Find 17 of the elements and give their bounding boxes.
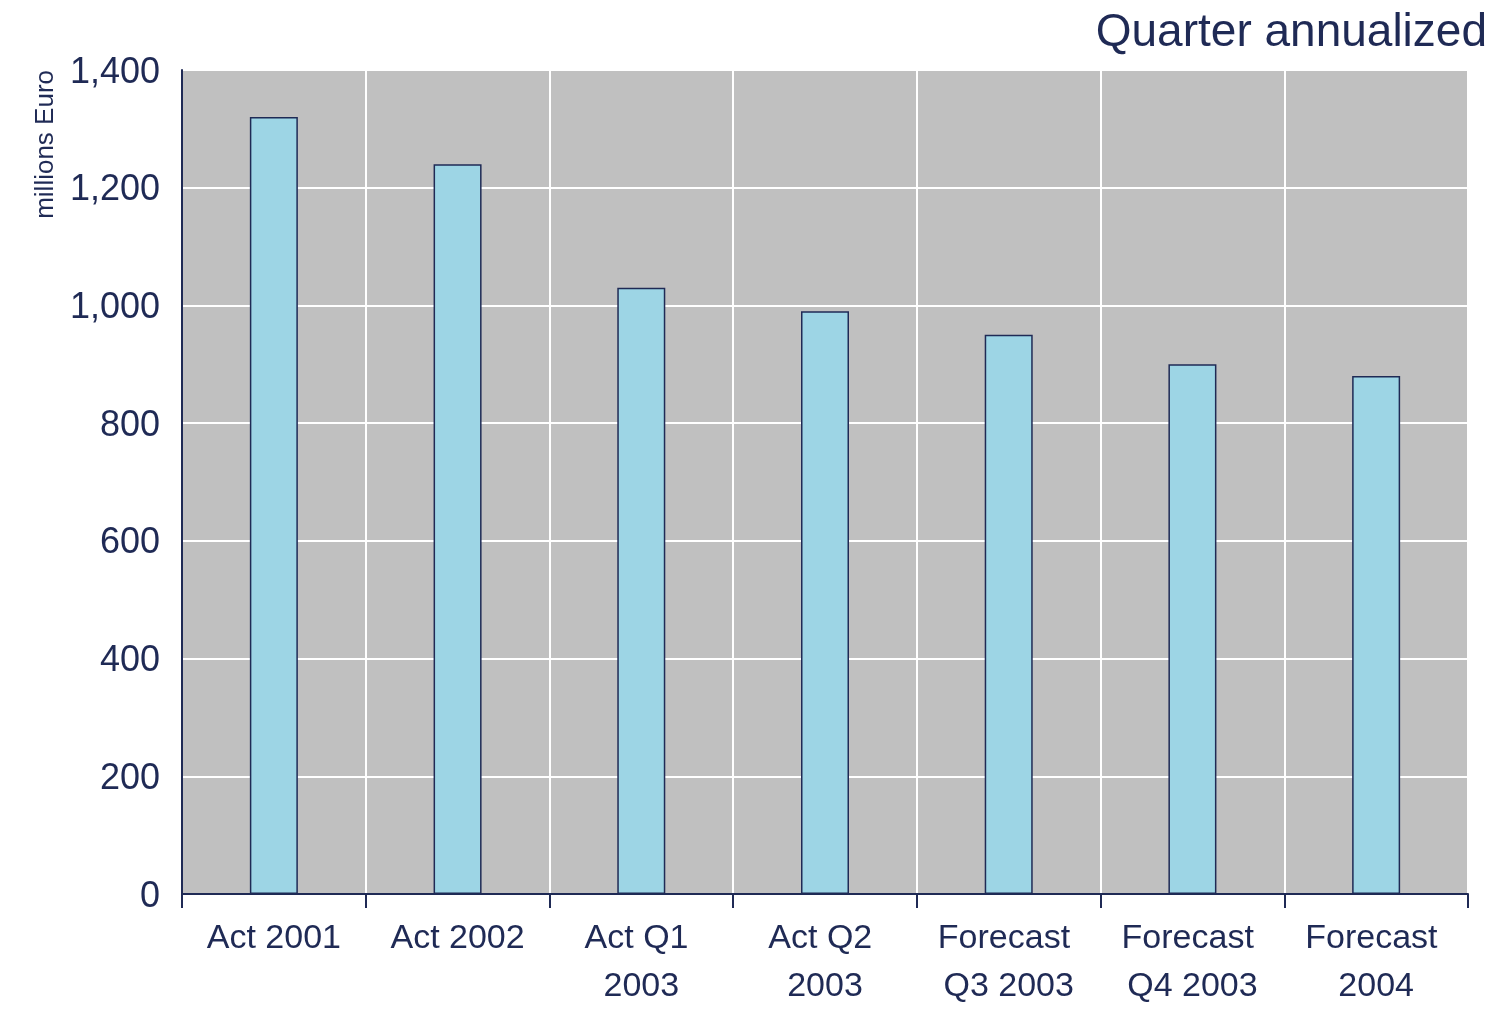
y-tick-label: 400: [99, 638, 160, 680]
x-tick-label: Forecast Q4 2003: [1121, 917, 1264, 1003]
x-tick-label: Forecast 2004: [1305, 917, 1447, 1003]
y-tick-label: 1,000: [69, 284, 160, 326]
x-tick-label: Forecast Q3 2003: [937, 917, 1080, 1003]
y-tick-label: 600: [99, 520, 160, 562]
y-tick-label: 200: [99, 755, 160, 797]
y-tick-label: 1,200: [69, 167, 160, 209]
y-tick-label: 1,400: [69, 49, 160, 91]
y-tick-label: 800: [99, 402, 160, 444]
y-tick-label: 0: [139, 873, 160, 915]
x-tick-label: Act 2002: [390, 917, 525, 955]
y-axis-title: millions Euro: [29, 70, 59, 219]
x-tick-label: Act 2001: [206, 917, 341, 955]
x-tick-label: Act Q2 2003: [768, 917, 882, 1003]
chart-title: Quarter annualized: [1095, 4, 1487, 56]
x-tick-label: Act Q1 2003: [584, 917, 698, 1003]
